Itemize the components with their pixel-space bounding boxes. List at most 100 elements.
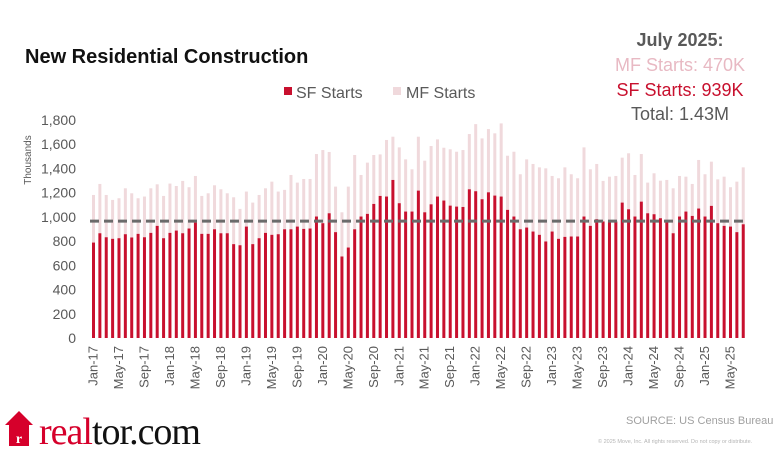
bar-sf-starts bbox=[346, 247, 350, 338]
bar-sf-starts bbox=[569, 236, 573, 338]
bar-sf-starts bbox=[582, 216, 586, 338]
bar-sf-starts bbox=[257, 238, 261, 338]
bar-mf-starts bbox=[416, 136, 420, 191]
bar-mf-starts bbox=[557, 178, 561, 239]
bar-sf-starts bbox=[467, 189, 471, 338]
bar-sf-starts bbox=[563, 236, 567, 338]
bar-sf-starts bbox=[480, 199, 484, 338]
bar-mf-starts bbox=[474, 124, 478, 192]
x-tick-label: Jan-23 bbox=[544, 346, 559, 386]
bar-sf-starts bbox=[155, 225, 159, 338]
bar-sf-starts bbox=[722, 225, 726, 338]
bar-sf-starts bbox=[372, 203, 376, 338]
bar-sf-starts bbox=[92, 242, 95, 338]
y-tick-label: 600 bbox=[53, 257, 77, 273]
bar-sf-starts bbox=[461, 206, 465, 338]
bar-sf-starts bbox=[544, 241, 548, 338]
bar-mf-starts bbox=[703, 174, 707, 217]
bar-mf-starts bbox=[684, 176, 688, 212]
bar-sf-starts bbox=[187, 228, 191, 338]
bar-mf-starts bbox=[174, 186, 178, 231]
bar-sf-starts bbox=[397, 203, 401, 338]
bar-mf-starts bbox=[665, 179, 669, 220]
july-callout: July 2025: MF Starts: 470K SF Starts: 93… bbox=[615, 30, 745, 124]
bar-sf-starts bbox=[652, 214, 656, 338]
x-tick-label: May-19 bbox=[264, 346, 279, 389]
x-tick-label: May-23 bbox=[570, 346, 585, 389]
x-tick-label: Sep-21 bbox=[442, 346, 457, 388]
bar-sf-starts bbox=[557, 238, 561, 338]
bar-sf-starts bbox=[378, 195, 382, 338]
bar-mf-starts bbox=[219, 189, 223, 234]
bar-mf-starts bbox=[658, 180, 662, 219]
bar-sf-starts bbox=[646, 213, 650, 338]
x-tick-label: Sep-19 bbox=[289, 346, 304, 388]
legend: SF Starts MF Starts bbox=[284, 85, 475, 102]
bar-mf-starts bbox=[410, 169, 414, 212]
bar-sf-starts bbox=[576, 236, 580, 338]
bar-mf-starts bbox=[251, 202, 255, 245]
bar-mf-starts bbox=[467, 134, 471, 190]
bar-mf-starts bbox=[117, 198, 121, 239]
bar-sf-starts bbox=[238, 245, 242, 338]
bar-sf-starts bbox=[512, 216, 516, 338]
bar-mf-starts bbox=[461, 150, 465, 207]
bar-sf-starts bbox=[423, 212, 427, 338]
bar-sf-starts bbox=[359, 216, 363, 338]
chart-title: New Residential Construction bbox=[25, 46, 308, 68]
bar-mf-starts bbox=[576, 178, 580, 237]
bar-mf-starts bbox=[741, 167, 745, 225]
bar-sf-starts bbox=[709, 205, 713, 338]
legend-swatch-sf bbox=[284, 87, 292, 95]
bar-mf-starts bbox=[123, 188, 127, 235]
bar-sf-starts bbox=[665, 219, 669, 338]
bar-mf-starts bbox=[639, 154, 643, 202]
callout-heading: July 2025: bbox=[636, 30, 723, 50]
bar-mf-starts bbox=[448, 149, 452, 206]
bar-mf-starts bbox=[512, 151, 516, 217]
x-tick-label: Jan-24 bbox=[621, 346, 636, 386]
bar-sf-starts bbox=[289, 229, 293, 338]
bar-mf-starts bbox=[372, 155, 376, 204]
bar-mf-starts bbox=[142, 196, 146, 238]
bar-sf-starts bbox=[525, 227, 529, 338]
bar-sf-starts bbox=[136, 233, 140, 338]
x-tick-label: Sep-22 bbox=[519, 346, 534, 388]
x-tick-label: May-25 bbox=[723, 346, 738, 389]
bar-sf-starts bbox=[142, 237, 146, 338]
bar-sf-starts bbox=[697, 208, 701, 338]
bar-sf-starts bbox=[321, 223, 325, 338]
bar-mf-starts bbox=[601, 180, 605, 222]
bar-sf-starts bbox=[327, 213, 331, 338]
bar-sf-starts bbox=[486, 192, 490, 338]
bar-sf-starts bbox=[232, 244, 236, 338]
bar-mf-starts bbox=[486, 129, 490, 193]
bar-sf-starts bbox=[410, 211, 414, 338]
bar-mf-starts bbox=[308, 178, 312, 229]
bar-mf-starts bbox=[321, 150, 325, 224]
y-tick-label: 0 bbox=[68, 330, 76, 346]
x-tick-label: Sep-23 bbox=[595, 346, 610, 388]
y-tick-label: 1,800 bbox=[41, 112, 76, 128]
bar-sf-starts bbox=[442, 200, 446, 338]
bar-mf-starts bbox=[455, 151, 459, 207]
bar-mf-starts bbox=[480, 138, 484, 200]
bar-mf-starts bbox=[314, 154, 318, 217]
bar-sf-starts bbox=[729, 226, 732, 338]
bar-sf-starts bbox=[334, 232, 338, 338]
bar-mf-starts bbox=[244, 191, 248, 227]
realtor-logo: r realtor.com bbox=[5, 411, 201, 453]
bar-mf-starts bbox=[582, 147, 586, 217]
legend-label-sf: SF Starts bbox=[296, 85, 363, 102]
bar-sf-starts bbox=[117, 238, 121, 338]
bar-sf-starts bbox=[678, 216, 682, 338]
x-tick-label: Sep-18 bbox=[213, 346, 228, 388]
x-tick-label: Jan-20 bbox=[315, 346, 330, 386]
bar-sf-starts bbox=[283, 229, 287, 338]
bar-sf-starts bbox=[518, 229, 522, 338]
bar-sf-starts bbox=[550, 231, 554, 338]
bar-mf-starts bbox=[671, 188, 675, 234]
bar-sf-starts bbox=[531, 231, 535, 338]
y-tick-label: 400 bbox=[53, 282, 77, 298]
bar-mf-starts bbox=[359, 174, 363, 217]
